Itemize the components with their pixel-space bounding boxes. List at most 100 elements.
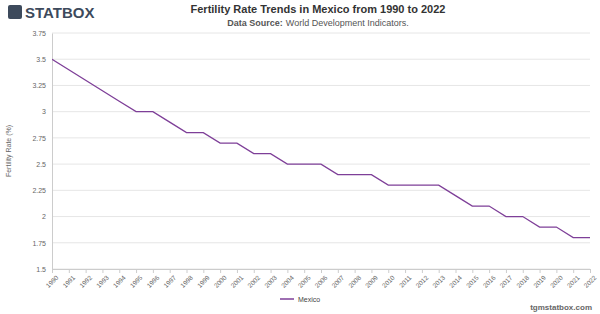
x-tick-label: 1996 [145,274,160,289]
x-tick-mark [203,269,204,273]
x-tick-label: 2019 [532,274,547,289]
x-tick-mark [456,269,457,273]
x-tick-label: 2020 [549,274,564,289]
x-tick-label: 2006 [313,274,328,289]
x-tick: 1999 [196,269,211,289]
x-tick-label: 2018 [515,274,530,289]
x-tick-label: 1995 [128,274,143,289]
x-tick-label: 2022 [582,274,597,289]
x-tick-label: 2003 [263,274,278,289]
legend-swatch [280,298,294,300]
grid-line [52,59,590,60]
x-tick-label: 2011 [398,274,413,289]
x-tick-mark [271,269,272,273]
y-tick: 3.5 [36,56,52,63]
y-tick-label: 3.5 [36,56,46,63]
y-tick-label: 3.75 [32,30,46,37]
x-tick: 2015 [465,269,480,289]
x-tick-label: 2010 [381,274,396,289]
x-tick-mark [170,269,171,273]
legend: Mexico [280,296,320,303]
y-tick: 2.75 [32,135,52,142]
x-tick-label: 2000 [212,274,227,289]
x-tick-mark [388,269,389,273]
x-tick-mark [69,269,70,273]
y-tick: 2.5 [36,161,52,168]
chart: STATBOXFertility Rate Trends in Mexico f… [0,0,600,314]
x-tick-mark [355,269,356,273]
legend-label: Mexico [298,296,320,303]
x-tick: 2010 [381,269,396,289]
x-tick: 2004 [280,269,295,289]
y-tick: 3 [42,108,52,115]
y-tick: 3.75 [32,30,52,37]
x-tick: 2011 [398,269,413,289]
x-tick: 1998 [179,269,194,289]
y-axis-title: Fertility Rate (%) [5,125,13,177]
y-tick-label: 3.25 [32,82,46,89]
footer: tgmstatbox.com [530,303,592,312]
x-tick: 2013 [431,269,446,289]
logo-icon [8,5,22,19]
title: Fertility Rate Trends in Mexico from 199… [191,3,446,15]
x-tick-mark [540,269,541,273]
x-tick-label: 1998 [179,274,194,289]
x-tick: 1997 [162,269,177,289]
x-tick-label: 2017 [498,274,513,289]
grid-line [52,85,590,86]
x-tick: 1991 [61,269,76,289]
x-axis: 1990199119921993199419951996199719981999… [44,269,597,289]
x-tick-label: 2013 [431,274,446,289]
line [52,59,590,237]
plot-area [52,59,590,237]
x-tick: 2016 [481,269,496,289]
y-tick: 1.75 [32,240,52,247]
x-tick: 2001 [229,269,244,289]
x-tick-mark [136,269,137,273]
x-tick-label: 2016 [481,274,496,289]
x-tick-mark [254,269,255,273]
x-tick-mark [287,269,288,273]
x-tick-mark [506,269,507,273]
x-tick-mark [52,269,53,273]
x-tick-mark [86,269,87,273]
x-tick: 2021 [566,269,581,289]
x-tick-mark [304,269,305,273]
x-tick-mark [119,269,120,273]
grid-line [52,190,590,191]
x-tick-mark [472,269,473,273]
x-tick-mark [523,269,524,273]
x-tick-label: 2014 [448,274,463,289]
x-tick: 2020 [549,269,564,289]
x-tick-mark [220,269,221,273]
grid [52,33,590,269]
x-tick-label: 1991 [61,274,76,289]
x-tick: 1996 [145,269,160,289]
x-tick-label: 1999 [196,274,211,289]
x-tick-label: 1997 [162,274,177,289]
x-tick-mark [371,269,372,273]
x-tick: 2009 [364,269,379,289]
x-tick-label: 2012 [414,274,429,289]
x-tick-mark [573,269,574,273]
x-tick: 2000 [212,269,227,289]
x-tick-label: 2021 [566,274,581,289]
grid-line [52,111,590,112]
x-tick-label: 2001 [229,274,244,289]
x-tick: 2012 [414,269,429,289]
x-tick-label: 1990 [44,274,59,289]
x-tick: 1992 [78,269,93,289]
x-tick-mark [489,269,490,273]
y-tick-label: 1.75 [32,240,46,247]
y-tick-label: 2.5 [36,161,46,168]
x-tick-label: 1994 [112,274,127,289]
x-tick: 1995 [128,269,143,289]
x-tick: 1994 [112,269,127,289]
x-tick-mark [321,269,322,273]
x-tick: 2008 [347,269,362,289]
x-tick-mark [237,269,238,273]
y-tick: 1.5 [36,266,52,273]
subtitle: Data Source:World Development Indicators… [227,18,408,28]
y-tick: 3.25 [32,82,52,89]
x-tick-label: 2009 [364,274,379,289]
